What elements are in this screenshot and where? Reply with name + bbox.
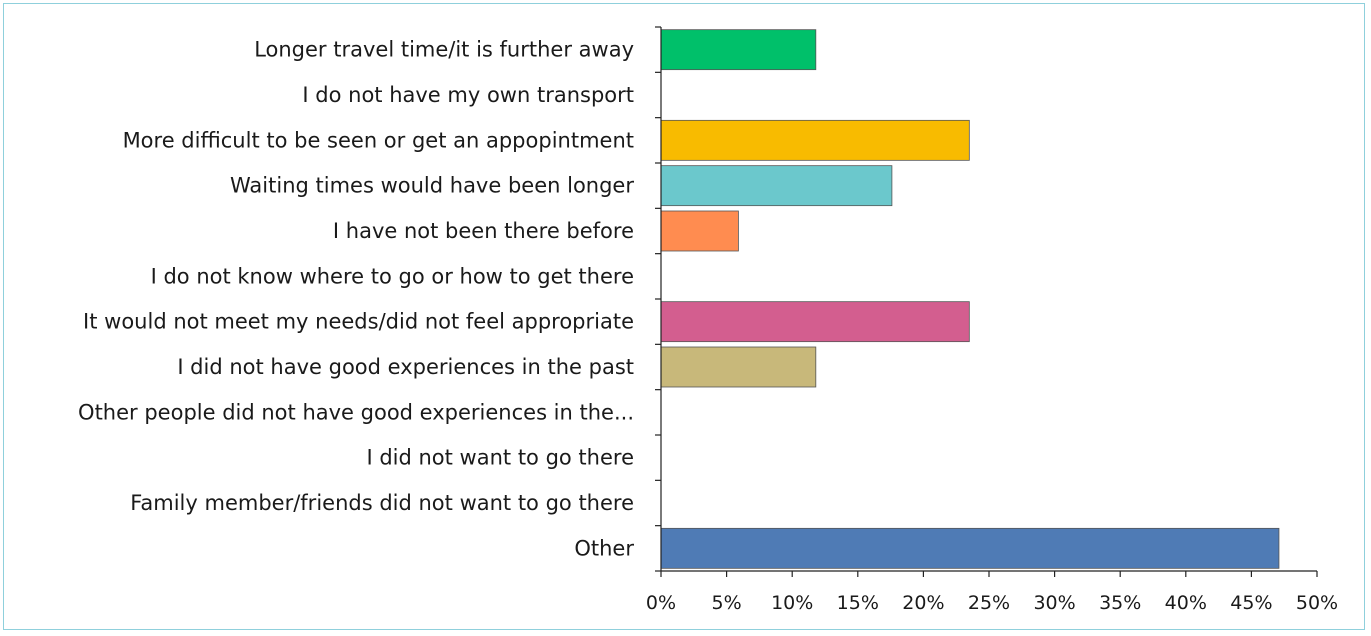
x-tick-label-8: 40% bbox=[1165, 592, 1207, 614]
x-tick-labels: 0% 5% 10% 15% 20% 25% 30% 35% 40% 45% 50% bbox=[646, 592, 1338, 614]
bar-6 bbox=[660, 301, 970, 343]
category-label-1: I do not have my own transport bbox=[302, 83, 634, 107]
axes-group bbox=[655, 26, 1318, 577]
x-tick-label-5: 25% bbox=[968, 592, 1010, 614]
category-label-7: I did not have good experiences in the p… bbox=[177, 355, 634, 379]
category-labels: Longer travel time/it is further away I d… bbox=[78, 38, 634, 561]
category-label-3: Waiting times would have been longer bbox=[230, 174, 634, 198]
bar-7 bbox=[660, 346, 817, 388]
category-label-11: Other bbox=[574, 536, 634, 560]
x-tick-label-9: 45% bbox=[1230, 592, 1272, 614]
x-tick-label-7: 35% bbox=[1099, 592, 1141, 614]
category-label-2: More difficult to be seen or get an appo… bbox=[123, 128, 634, 152]
category-label-8: Other people did not have good experienc… bbox=[78, 400, 634, 424]
bars-group bbox=[660, 29, 1280, 569]
x-tick-label-0: 0% bbox=[646, 592, 676, 614]
x-tick-label-3: 15% bbox=[837, 592, 879, 614]
bar-2 bbox=[660, 119, 970, 161]
x-tick-label-1: 5% bbox=[712, 592, 742, 614]
category-label-4: I have not been there before bbox=[333, 219, 634, 243]
chart-frame: Longer travel time/it is further away I d… bbox=[3, 3, 1365, 630]
category-label-9: I did not want to go there bbox=[366, 446, 634, 470]
x-tick-label-4: 20% bbox=[902, 592, 944, 614]
x-tick-label-6: 30% bbox=[1033, 592, 1075, 614]
category-label-0: Longer travel time/it is further away bbox=[254, 38, 634, 62]
x-tick-label-2: 10% bbox=[771, 592, 813, 614]
bar-4 bbox=[660, 210, 739, 252]
bar-0 bbox=[660, 29, 817, 71]
category-label-5: I do not know where to go or how to get … bbox=[151, 264, 634, 288]
bar-11 bbox=[660, 527, 1280, 569]
category-label-10: Family member/friends did not want to go… bbox=[130, 491, 634, 515]
bar-3 bbox=[660, 165, 893, 207]
category-label-6: It would not meet my needs/did not feel … bbox=[83, 310, 634, 334]
bar-chart: Longer travel time/it is further away I d… bbox=[78, 26, 1338, 614]
x-tick-label-10: 50% bbox=[1296, 592, 1338, 614]
